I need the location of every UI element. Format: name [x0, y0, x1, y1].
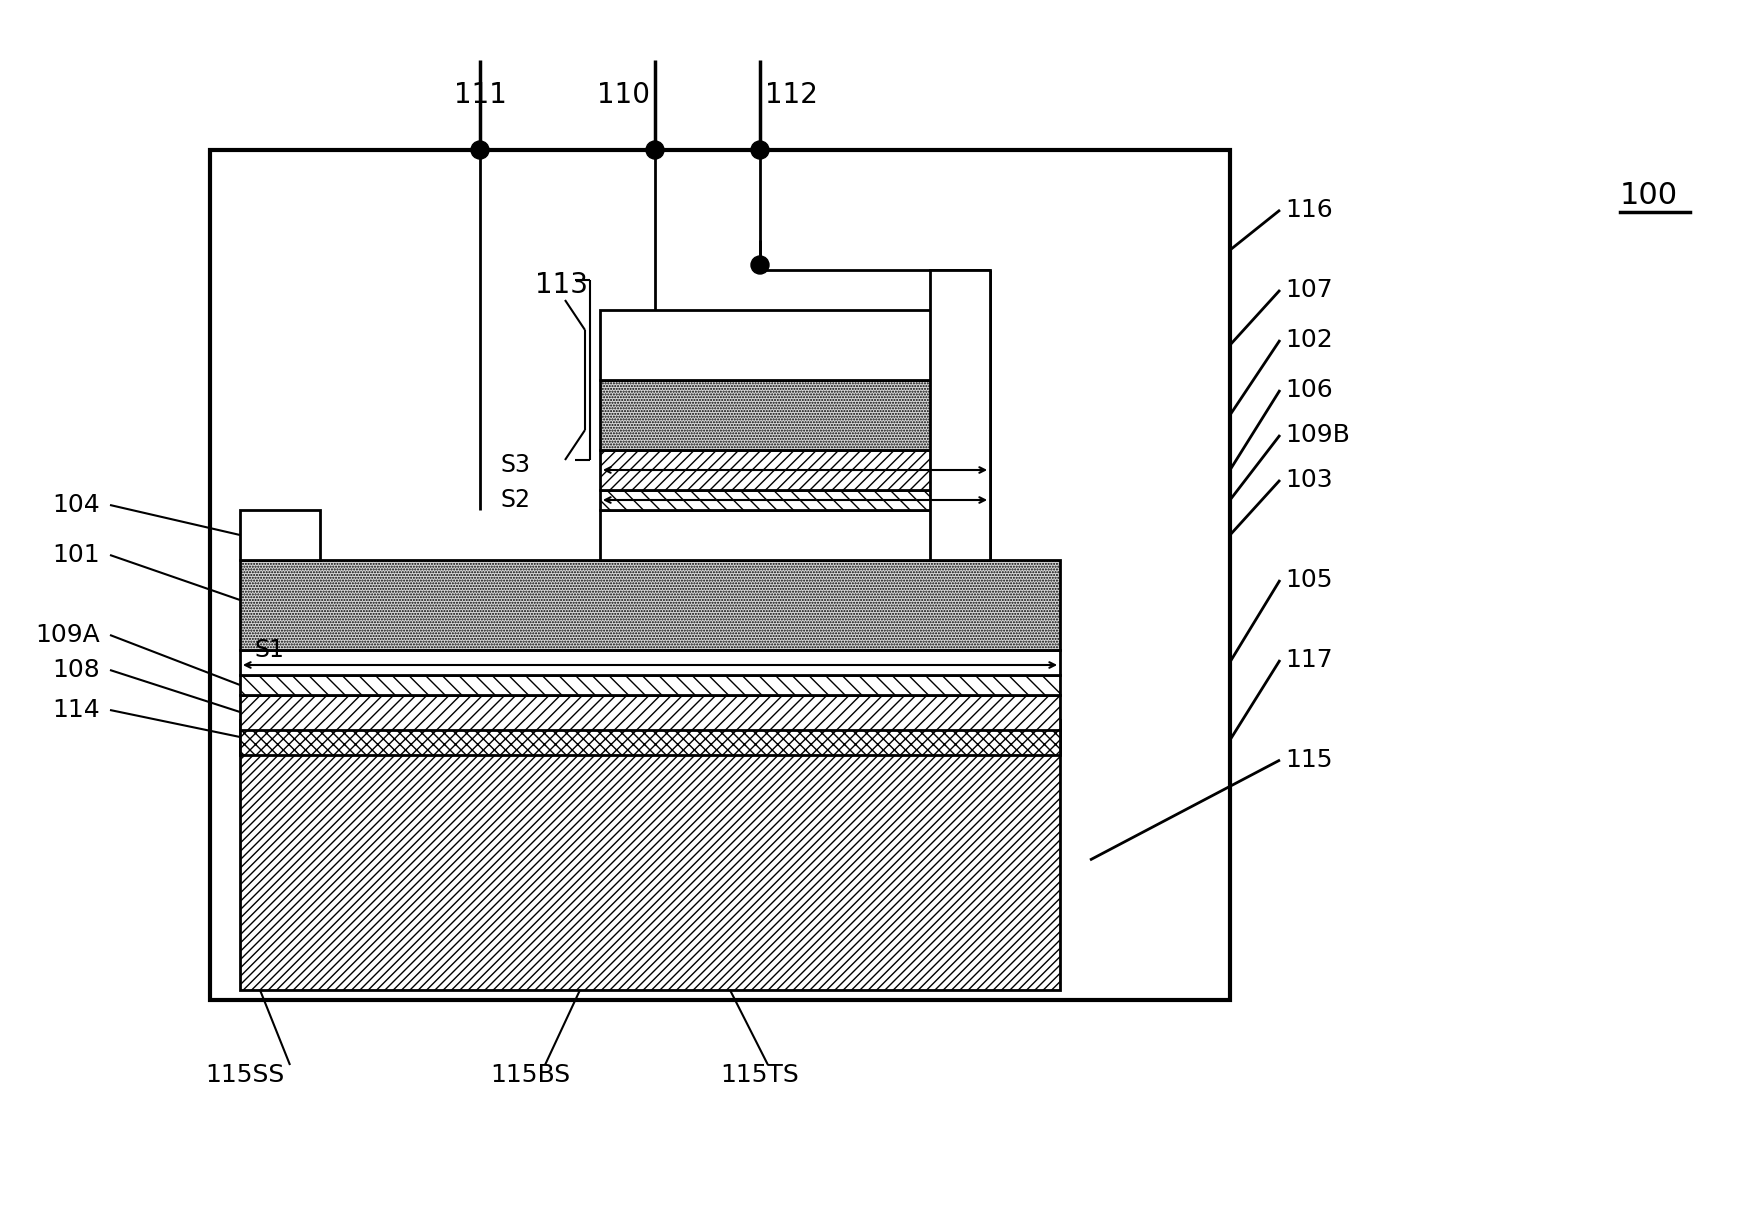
Text: 109B: 109B [1286, 424, 1351, 446]
Bar [601, 380, 990, 450]
Text: 116: 116 [1286, 198, 1333, 221]
Bar [210, 150, 1229, 999]
Text: 115BS: 115BS [490, 1064, 571, 1087]
Bar [239, 730, 1060, 990]
Text: 113: 113 [535, 271, 588, 299]
Circle shape [646, 142, 664, 159]
Bar [239, 509, 321, 560]
Bar [239, 650, 1060, 675]
Text: 108: 108 [53, 658, 100, 682]
Text: 115SS: 115SS [204, 1064, 284, 1087]
Text: S3: S3 [500, 453, 530, 477]
Bar [239, 675, 1060, 695]
Text: 105: 105 [1286, 567, 1333, 592]
Bar [601, 310, 990, 380]
Text: 111: 111 [454, 81, 507, 109]
Text: 107: 107 [1286, 278, 1333, 302]
Bar [930, 270, 990, 560]
Text: S2: S2 [500, 488, 530, 512]
Circle shape [750, 142, 770, 159]
Circle shape [470, 142, 490, 159]
Text: 115TS: 115TS [720, 1064, 799, 1087]
Text: 115: 115 [1286, 748, 1333, 772]
Text: 104: 104 [53, 492, 100, 517]
Text: 110: 110 [597, 81, 650, 109]
Text: 112: 112 [764, 81, 817, 109]
Text: 109A: 109A [35, 623, 100, 647]
Text: 106: 106 [1286, 378, 1333, 402]
Bar [239, 695, 1060, 730]
Bar [601, 450, 990, 490]
Bar [239, 560, 1060, 650]
Text: 117: 117 [1286, 649, 1333, 672]
Text: 100: 100 [1620, 180, 1678, 209]
Text: 101: 101 [53, 543, 100, 567]
Text: 103: 103 [1286, 468, 1333, 492]
Bar [601, 490, 990, 509]
Text: 102: 102 [1286, 328, 1333, 352]
Circle shape [750, 257, 770, 273]
Bar [601, 509, 990, 560]
Text: S1: S1 [255, 638, 285, 662]
Text: 114: 114 [53, 698, 100, 722]
Bar [239, 720, 1060, 755]
